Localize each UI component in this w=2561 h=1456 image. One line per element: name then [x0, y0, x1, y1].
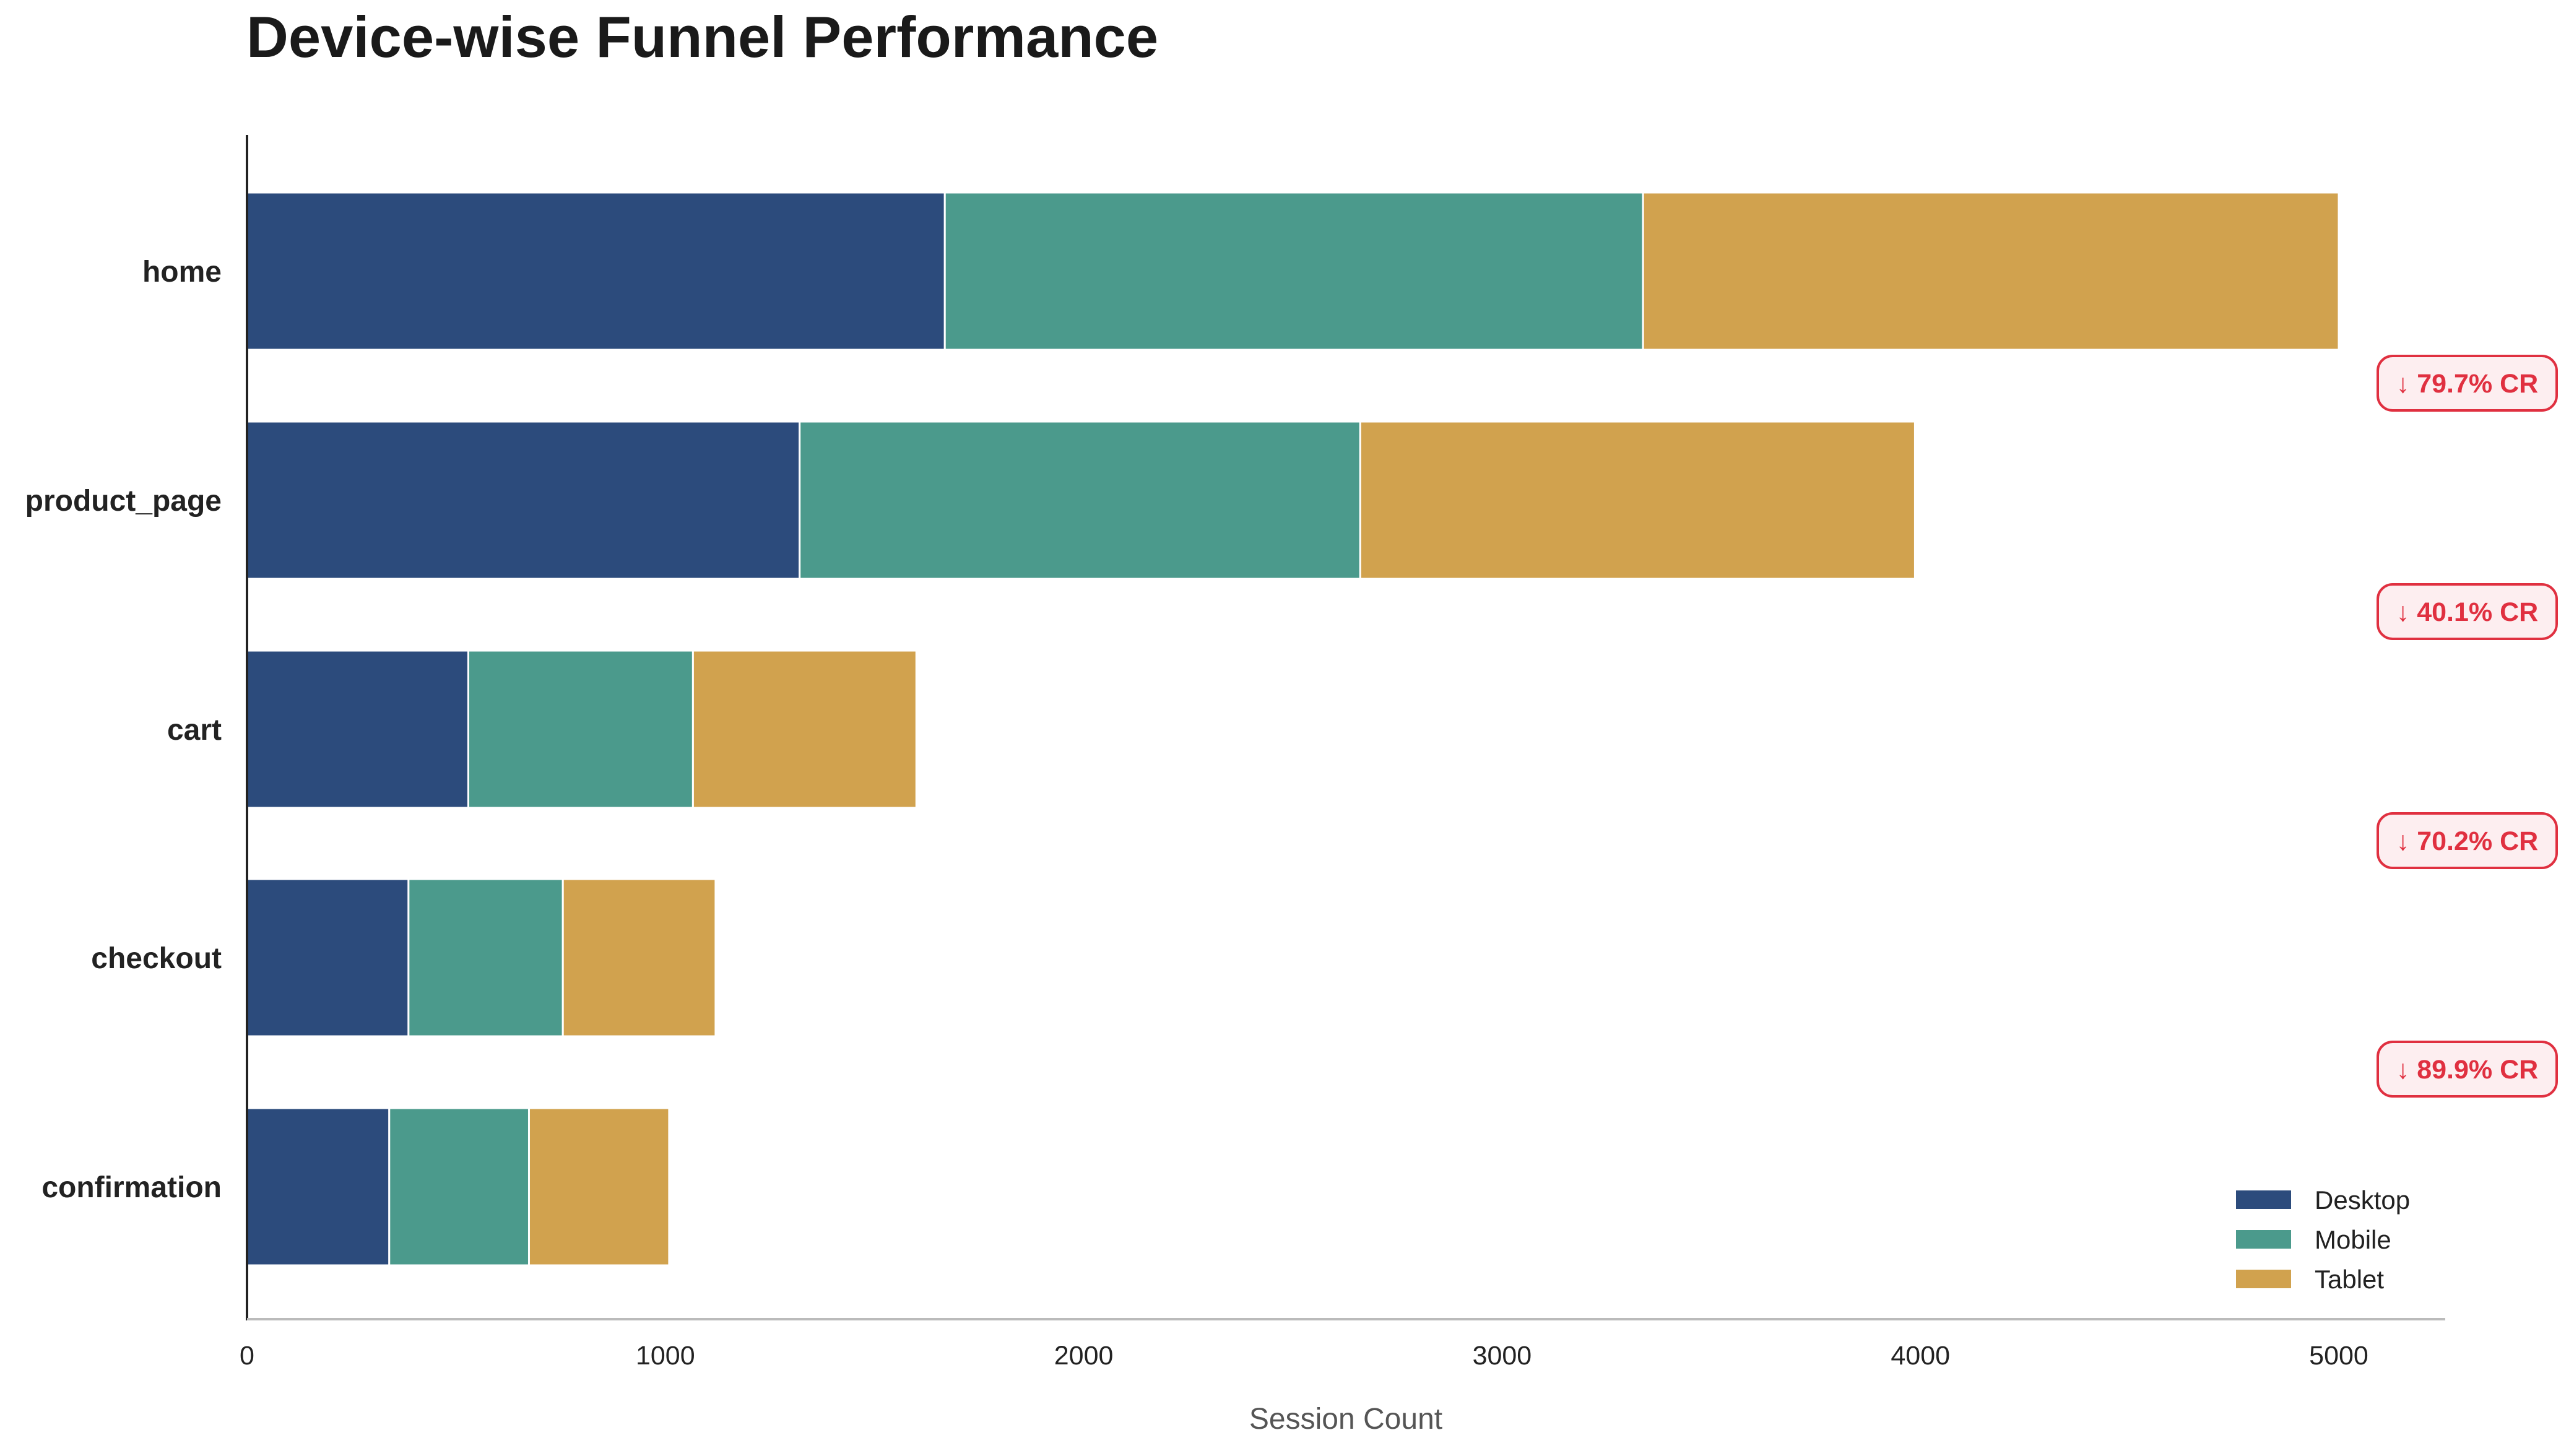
conversion-badge: ↓ 89.9% CR	[2377, 1041, 2558, 1098]
bar-home-desktop	[246, 191, 946, 351]
conversion-label: ↓ 79.7% CR	[2396, 369, 2538, 399]
conversion-badge: ↓ 70.2% CR	[2377, 812, 2558, 869]
x-tick-label: 3000	[1473, 1341, 1532, 1371]
bar-confirmation-tablet	[527, 1107, 670, 1267]
conversion-label: ↓ 70.2% CR	[2396, 826, 2538, 856]
bar-confirmation-desktop	[246, 1107, 391, 1267]
category-label: cart	[167, 714, 222, 747]
legend-swatch-mobile	[2236, 1230, 2291, 1249]
bar-cart-desktop	[246, 649, 469, 809]
conversion-badge-box	[2377, 812, 2558, 869]
category-label: confirmation	[41, 1171, 222, 1204]
x-axis-title: Session Count	[1249, 1403, 1442, 1436]
conversion-badge-box	[2377, 583, 2558, 640]
conversion-badge-box	[2377, 1041, 2558, 1098]
legend-swatch-tablet	[2236, 1270, 2291, 1288]
category-label: home	[142, 256, 222, 288]
bar-product-page-tablet	[1359, 420, 1916, 580]
legend-label-mobile: Mobile	[2315, 1225, 2391, 1254]
conversion-badge: ↓ 79.7% CR	[2377, 355, 2558, 412]
x-tick-label: 0	[240, 1341, 254, 1371]
x-tick-label: 5000	[2309, 1341, 2368, 1371]
legend-swatch-desktop	[2236, 1190, 2291, 1209]
category-label: product_page	[25, 485, 222, 518]
conversion-annotations: ↓ 79.7% CR ↓ 40.1% CR ↓ 70.2% CR ↓ 89.9% CR	[2377, 355, 2558, 1098]
x-axis-ticks: 0 1000 2000 3000 4000 5000	[240, 1341, 2368, 1371]
bar-cart-mobile	[467, 649, 694, 809]
bar-checkout-tablet	[561, 878, 717, 1038]
conversion-label: ↓ 40.1% CR	[2396, 597, 2538, 627]
legend-label-desktop: Desktop	[2315, 1185, 2410, 1215]
conversion-label: ↓ 89.9% CR	[2396, 1055, 2538, 1085]
legend-label-tablet: Tablet	[2315, 1265, 2384, 1294]
bar-product-page-desktop	[246, 420, 801, 580]
bar-home-mobile	[943, 191, 1644, 351]
bars-layer	[246, 191, 2340, 1267]
x-tick-label: 2000	[1054, 1341, 1114, 1371]
bar-home-tablet	[1642, 191, 2340, 351]
conversion-badge: ↓ 40.1% CR	[2377, 583, 2558, 640]
bar-cart-tablet	[691, 649, 917, 809]
category-label: checkout	[91, 942, 222, 975]
bar-product-page-mobile	[799, 420, 1361, 580]
conversion-badge-box	[2377, 355, 2558, 412]
bar-confirmation-mobile	[388, 1107, 530, 1267]
legend: Desktop Mobile Tablet	[2236, 1185, 2410, 1294]
chart-title: Device-wise Funnel Performance	[246, 4, 1158, 69]
bar-checkout-mobile	[407, 878, 564, 1038]
bar-checkout-desktop	[246, 878, 410, 1038]
x-tick-label: 1000	[636, 1341, 695, 1371]
x-tick-label: 4000	[1891, 1341, 1950, 1371]
